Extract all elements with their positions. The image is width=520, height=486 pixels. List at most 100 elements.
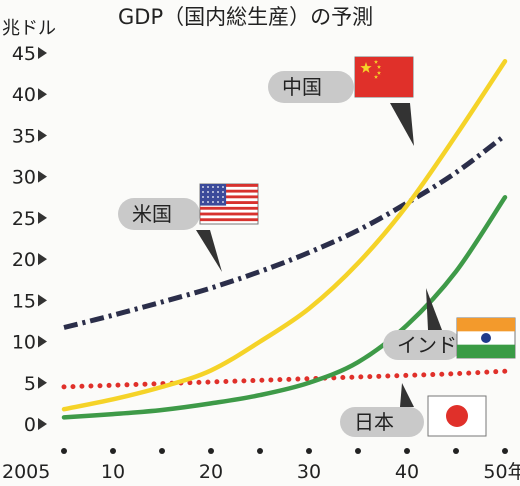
series-line-1 xyxy=(63,133,507,330)
usa-flag-star xyxy=(207,191,209,193)
usa-flag-star xyxy=(217,196,219,198)
x-axis-dot xyxy=(208,448,214,454)
usa-flag-star xyxy=(222,201,224,203)
y-tick-marker xyxy=(38,294,47,307)
y-tick-marker xyxy=(38,88,47,101)
x-tick-label: 40 xyxy=(395,461,419,482)
y-tick-marker xyxy=(38,253,47,266)
x-axis-dot xyxy=(404,448,410,454)
x-axis-dot xyxy=(110,448,116,454)
india-flag-saffron xyxy=(457,318,515,332)
x-axis-dots xyxy=(61,448,508,454)
callout-pointer xyxy=(426,288,442,330)
usa-flag-star xyxy=(207,196,209,198)
y-tick-label: 20 xyxy=(12,249,36,271)
china-flag-field xyxy=(355,57,413,97)
callout-pointer xyxy=(196,230,222,272)
x-axis-dot xyxy=(257,448,263,454)
china-flag xyxy=(354,56,414,98)
x-axis-dot xyxy=(355,448,361,454)
callout-japan: 日本 xyxy=(340,383,487,437)
usa-flag-star xyxy=(217,186,219,188)
y-tick-label: 25 xyxy=(12,208,36,230)
x-tick-label: 30 xyxy=(297,461,321,482)
y-tick-marker xyxy=(38,376,47,389)
usa-flag-star xyxy=(222,186,224,188)
y-tick-label: 35 xyxy=(12,125,36,147)
callout-label: 日本 xyxy=(354,410,394,434)
y-axis-unit-label: 兆ドル xyxy=(2,18,56,39)
callout-label: インド xyxy=(397,333,457,357)
china-flag-star xyxy=(376,70,382,75)
usa-flag-stripe xyxy=(200,184,258,187)
usa-flag-star xyxy=(222,196,224,198)
y-tick-label: 45 xyxy=(12,43,36,65)
x-axis-ticks: 2005 10 20 30 40 50年 xyxy=(2,461,520,483)
usa-flag-star xyxy=(212,191,214,193)
usa-flag-star xyxy=(217,191,219,193)
y-tick-marker xyxy=(38,211,47,224)
y-tick-label: 10 xyxy=(12,332,36,354)
usa-flag-star xyxy=(222,191,224,193)
callout-bubble xyxy=(118,198,200,230)
usa-flag-star xyxy=(202,186,204,188)
x-axis-dot xyxy=(453,448,459,454)
usa-flag xyxy=(199,183,259,225)
callout-india: インド xyxy=(383,288,516,360)
y-tick-marker xyxy=(38,170,47,183)
y-tick-label: 0 xyxy=(24,414,36,436)
y-tick-marker xyxy=(38,418,47,430)
usa-flag-star xyxy=(212,196,214,198)
japan-flag xyxy=(427,395,487,437)
china-flag-star xyxy=(360,62,372,73)
y-tick-label: 5 xyxy=(24,373,36,395)
y-tick-marker xyxy=(38,129,47,142)
callout-pointer xyxy=(400,383,414,407)
y-tick-marker xyxy=(38,335,47,348)
series-line-0 xyxy=(61,58,508,412)
callout-label: 中国 xyxy=(282,75,322,99)
x-tick-label: 20 xyxy=(199,461,223,482)
callout-bubble xyxy=(268,71,354,103)
china-flag-star xyxy=(373,74,379,79)
india-flag-green xyxy=(457,344,515,358)
x-axis-dot xyxy=(61,448,67,454)
x-axis-dot xyxy=(159,448,165,454)
x-axis-dot xyxy=(502,448,508,454)
x-axis-dot xyxy=(306,448,312,454)
callout-label: 米国 xyxy=(132,202,172,226)
japan-flag-sun xyxy=(446,405,468,427)
callout-bubble xyxy=(340,407,424,437)
china-flag-star xyxy=(376,64,382,69)
callout-bubble xyxy=(383,330,461,360)
usa-flag-star xyxy=(212,201,214,203)
usa-flag-stripe xyxy=(200,201,258,204)
chart-title: GDP（国内総生産）の予測 xyxy=(118,5,373,29)
y-tick-label: 15 xyxy=(12,290,36,312)
y-axis-ticks: 0 5 10 15 20 25 30 35 40 45 xyxy=(12,43,47,436)
usa-flag-star xyxy=(212,186,214,188)
india-flag xyxy=(456,317,516,359)
usa-flag-star xyxy=(207,201,209,203)
usa-flag-stripe xyxy=(200,218,258,222)
y-tick-label: 30 xyxy=(12,167,36,189)
x-tick-label: 50年 xyxy=(483,461,520,482)
callout-china: 中国 xyxy=(268,56,414,146)
usa-flag-star xyxy=(202,191,204,193)
series-line-3 xyxy=(61,368,508,390)
y-tick-marker xyxy=(38,47,47,59)
callout-usa: 米国 xyxy=(118,183,259,272)
india-flag-chakra xyxy=(481,333,491,343)
series-line-2 xyxy=(61,195,508,420)
usa-flag-stripe xyxy=(200,189,258,193)
usa-flag-stripe xyxy=(200,195,258,199)
usa-flag-star xyxy=(202,196,204,198)
china-flag-star xyxy=(373,59,379,64)
x-tick-label: 2005 xyxy=(2,461,50,482)
usa-flag-canton xyxy=(200,184,227,206)
y-tick-label: 40 xyxy=(12,84,36,106)
series-lines xyxy=(61,58,508,420)
usa-flag-stripe xyxy=(200,206,258,210)
